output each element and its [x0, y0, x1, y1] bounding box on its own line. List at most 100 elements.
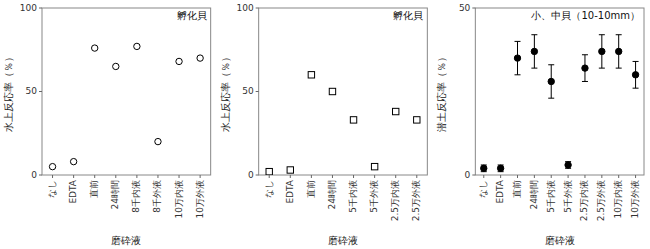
- x-tick-label: なし: [47, 180, 57, 198]
- y-tick-label: 50: [242, 86, 254, 96]
- x-tick-label: 5千内液: [348, 180, 358, 213]
- marks: [49, 43, 203, 170]
- point: [548, 78, 554, 84]
- point: [155, 138, 161, 144]
- error-bar-cap: [531, 68, 537, 69]
- point: [497, 165, 503, 171]
- y-tick-label: 50: [26, 86, 38, 96]
- panel: 050100なしEDTA直前24時間8千内液8千外液10万内液10万外液水上反応…: [3, 3, 211, 247]
- point: [531, 48, 537, 54]
- x-tick-label: EDTA: [68, 179, 78, 203]
- x-axis-label: 磨砕液: [111, 235, 141, 246]
- x-tick-label: 2.5万内液: [390, 180, 400, 221]
- y-axis-label: 水上反応率（％）: [220, 52, 231, 132]
- x-tick: [500, 175, 501, 178]
- x-tick: [584, 175, 585, 178]
- x-axis-label: 磨砕液: [328, 235, 358, 246]
- point: [414, 117, 420, 123]
- point: [266, 168, 272, 174]
- y-tick-label: 0: [465, 170, 471, 180]
- point: [197, 55, 203, 61]
- x-tick: [416, 175, 417, 178]
- x-tick: [157, 175, 158, 178]
- x-tick-label: 2.5万内液: [579, 180, 589, 221]
- error-bar: [548, 65, 554, 98]
- error-bar: [582, 55, 588, 82]
- error-bar-cap: [531, 34, 537, 35]
- error-bar-cap: [633, 88, 639, 89]
- point: [632, 72, 638, 78]
- x-tick: [353, 175, 354, 178]
- y-tick: [256, 175, 259, 176]
- x-tick-label: 2.5万外液: [411, 180, 421, 221]
- error-bar-cap: [548, 98, 554, 99]
- y-tick: [39, 175, 42, 176]
- error-bar: [481, 165, 487, 172]
- y-tick-label: 0: [31, 170, 37, 180]
- error-bar: [599, 35, 605, 68]
- x-tick-label: EDTA: [285, 179, 295, 203]
- x-tick: [94, 175, 95, 178]
- x-tick: [332, 175, 333, 178]
- error-bar: [531, 35, 537, 68]
- panel-title: 小、中貝（10-10mm）: [531, 10, 640, 21]
- panel-title: 孵化貝: [177, 10, 207, 21]
- error-bar-cap: [515, 74, 521, 75]
- x-tick: [517, 175, 518, 178]
- y-axis-label: 水上反応率（％）: [3, 52, 14, 132]
- x-axis-label: 磨砕液: [545, 235, 575, 246]
- point: [514, 55, 520, 61]
- error-bar-cap: [633, 61, 639, 62]
- x-tick-label: 24時間: [110, 180, 120, 209]
- x-tick: [311, 175, 312, 178]
- x-tick-label: 5千外液: [563, 180, 573, 213]
- x-tick: [618, 175, 619, 178]
- x-tick: [374, 175, 375, 178]
- point: [393, 108, 399, 114]
- y-tick-label: 50: [459, 3, 471, 13]
- x-tick: [269, 175, 270, 178]
- x-tick-label: 24時間: [327, 180, 337, 209]
- x-tick-label: 8千内液: [131, 180, 141, 213]
- x-tick-label: なし: [478, 180, 488, 198]
- figure: 050100なしEDTA直前24時間8千内液8千外液10万内液10万外液水上反応…: [0, 0, 650, 249]
- y-tick-label: 100: [236, 3, 253, 13]
- x-tick: [395, 175, 396, 178]
- point: [287, 167, 293, 173]
- point: [481, 165, 487, 171]
- y-tick: [256, 91, 259, 92]
- error-bar: [616, 35, 622, 68]
- x-tick-label: 8千外液: [152, 180, 162, 213]
- x-tick-label: 直前: [306, 180, 316, 198]
- point: [565, 162, 571, 168]
- x-tick: [635, 175, 636, 178]
- error-bar-cap: [582, 81, 588, 82]
- error-bar: [565, 162, 571, 169]
- point: [70, 158, 76, 164]
- y-tick: [472, 175, 475, 176]
- x-tick-label: 10万内液: [174, 180, 184, 218]
- x-tick-label: 5千外液: [369, 180, 379, 213]
- error-bar-cap: [599, 34, 605, 35]
- x-tick: [601, 175, 602, 178]
- plot-frame: [42, 8, 211, 175]
- error-bar: [633, 61, 639, 88]
- point: [599, 48, 605, 54]
- x-tick: [115, 175, 116, 178]
- error-bar-cap: [599, 68, 605, 69]
- x-tick-label: EDTA: [495, 179, 505, 203]
- x-tick: [568, 175, 569, 178]
- error-bar-cap: [515, 41, 521, 42]
- panel: 050なしEDTA直前24時間5千内液5千外液2.5万内液2.5万外液10万内液…: [436, 3, 644, 247]
- x-tick-label: 10万内液: [613, 180, 623, 218]
- error-bar: [515, 41, 521, 74]
- error-bar-cap: [582, 54, 588, 55]
- x-tick: [73, 175, 74, 178]
- y-axis-label: 潜土反応率（％）: [436, 52, 447, 132]
- point: [350, 117, 356, 123]
- panel-title: 孵化貝: [393, 10, 423, 21]
- x-tick: [290, 175, 291, 178]
- x-tick: [534, 175, 535, 178]
- point: [176, 58, 182, 64]
- plot-frame: [259, 8, 428, 175]
